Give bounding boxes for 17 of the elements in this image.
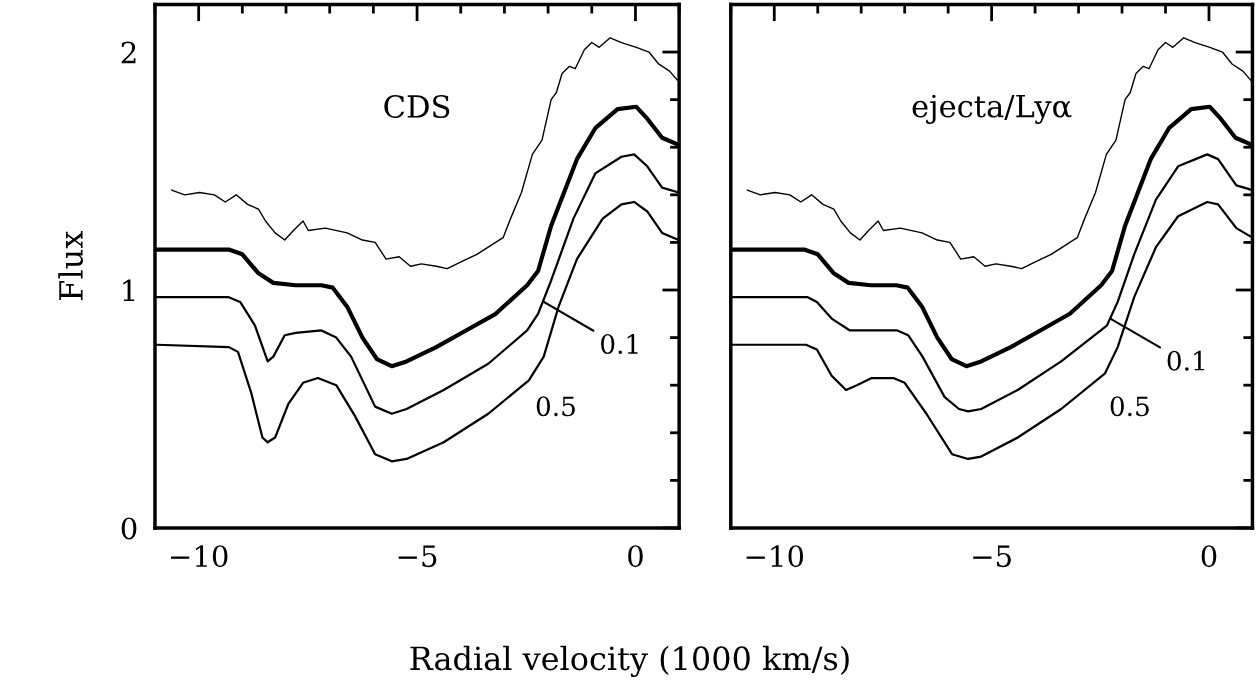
text: CDS bbox=[384, 94, 450, 119]
x-tick-label: −5 bbox=[398, 545, 437, 568]
annotation: 0.5 bbox=[536, 396, 575, 417]
annotation: 0.1 bbox=[601, 334, 638, 355]
annotation: 0.1 bbox=[1167, 350, 1205, 371]
y-axis-title: Flux bbox=[58, 231, 84, 300]
text: ejecta/Lyα bbox=[912, 94, 1072, 124]
y-tick-label: 1 bbox=[123, 279, 135, 302]
x-tick-label: 0 bbox=[628, 545, 643, 568]
annotation: 0.5 bbox=[1110, 396, 1149, 417]
x-tick-label: 0 bbox=[1201, 545, 1217, 568]
x-tick-label: −10 bbox=[170, 545, 228, 568]
x-tick-label: −5 bbox=[973, 545, 1011, 568]
y-tick-label: 2 bbox=[121, 41, 136, 64]
x-tick-label: −10 bbox=[746, 545, 804, 568]
x-axis-title: Radial velocity (1000 km/s) bbox=[410, 645, 849, 678]
y-tick-label: 0 bbox=[121, 517, 137, 540]
